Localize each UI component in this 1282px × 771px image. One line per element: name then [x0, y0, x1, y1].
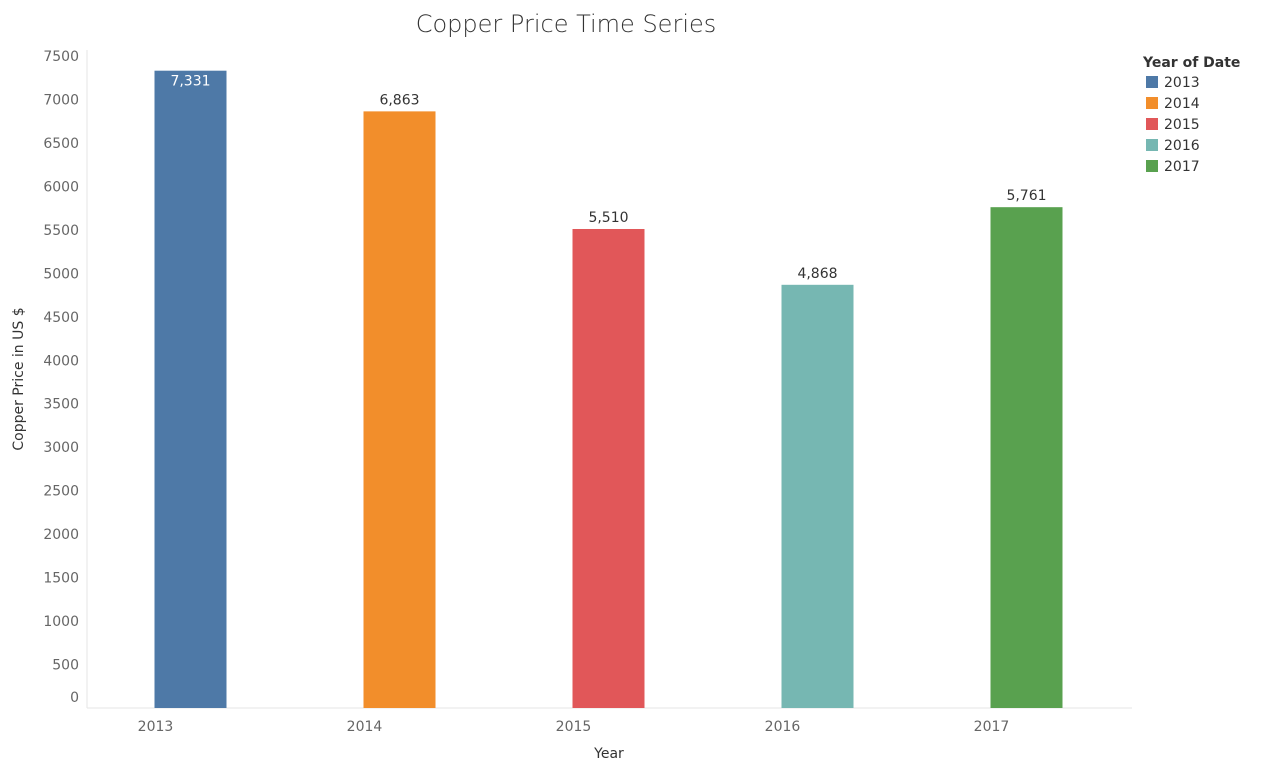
x-axis: 2013 2014 2015 2016 2017 [138, 719, 1010, 735]
data-label-2015: 5,510 [588, 210, 628, 226]
y-tick-label: 3500 [43, 397, 79, 413]
bar-2013 [154, 70, 227, 709]
bars-group [154, 70, 1063, 709]
legend-swatch-2017 [1146, 160, 1158, 172]
y-tick-label: 1000 [43, 614, 79, 630]
legend-swatch-2013 [1146, 76, 1158, 88]
y-tick-label: 0 [70, 690, 79, 706]
data-labels-group: 7,331 6,863 5,510 4,868 5,761 [170, 74, 1046, 282]
y-tick-label: 3000 [43, 440, 79, 456]
x-axis-title: Year [593, 746, 624, 762]
legend: Year of Date 2013 2014 2015 2016 2017 [1142, 55, 1240, 175]
x-tick-label-2014: 2014 [347, 719, 383, 735]
y-tick-label: 4000 [43, 353, 79, 369]
y-tick-label: 6500 [43, 136, 79, 152]
y-tick-label: 7000 [43, 92, 79, 108]
x-tick-label-2017: 2017 [974, 719, 1010, 735]
legend-swatch-2016 [1146, 139, 1158, 151]
y-tick-label: 4500 [43, 310, 79, 326]
y-tick-label: 6000 [43, 179, 79, 195]
bar-2016 [781, 284, 854, 708]
y-tick-label: 2000 [43, 527, 79, 543]
bar-2014 [363, 111, 436, 709]
bar-2017 [990, 207, 1063, 708]
legend-label-2014: 2014 [1164, 96, 1200, 112]
y-tick-label: 5000 [43, 266, 79, 282]
y-axis-title: Copper Price in US $ [11, 307, 27, 450]
legend-swatch-2015 [1146, 118, 1158, 130]
data-label-2013: 7,331 [170, 74, 210, 90]
legend-label-2015: 2015 [1164, 117, 1200, 133]
bar-2015 [572, 228, 645, 709]
x-tick-label-2016: 2016 [765, 719, 801, 735]
data-label-2014: 6,863 [379, 92, 419, 108]
legend-label-2013: 2013 [1164, 75, 1200, 91]
y-tick-label: 7500 [43, 49, 79, 65]
chart-title: Copper Price Time Series [416, 10, 717, 38]
y-tick-label: 5500 [43, 223, 79, 239]
legend-label-2017: 2017 [1164, 159, 1200, 175]
y-tick-label: 500 [52, 658, 79, 674]
x-tick-label-2015: 2015 [556, 719, 592, 735]
y-tick-label: 2500 [43, 484, 79, 500]
x-tick-label-2013: 2013 [138, 719, 174, 735]
y-tick-label: 1500 [43, 571, 79, 587]
legend-label-2016: 2016 [1164, 138, 1200, 154]
data-label-2017: 5,761 [1006, 188, 1046, 204]
legend-items: 2013 2014 2015 2016 2017 [1146, 75, 1200, 175]
legend-title: Year of Date [1142, 55, 1240, 71]
y-axis: 0 500 1000 1500 2000 2500 3000 3500 4000 4500 5000… [43, 49, 79, 706]
data-label-2016: 4,868 [797, 266, 837, 282]
legend-swatch-2014 [1146, 97, 1158, 109]
